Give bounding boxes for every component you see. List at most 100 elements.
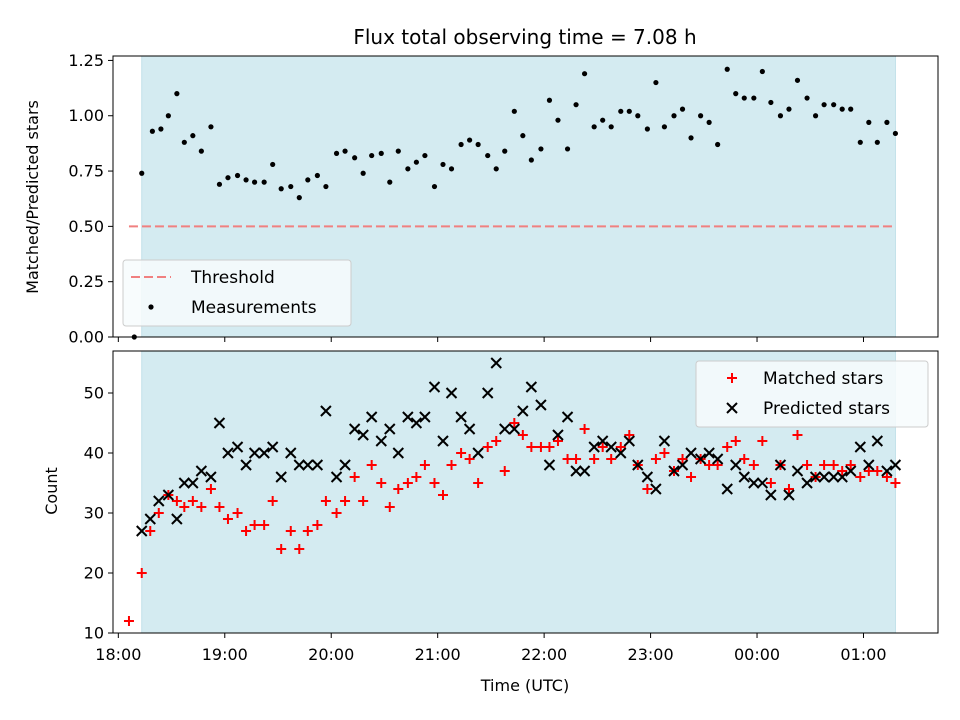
data-point xyxy=(502,148,508,154)
data-point xyxy=(174,91,180,97)
data-point xyxy=(508,423,521,435)
data-point xyxy=(499,466,510,476)
legend-box xyxy=(695,360,929,428)
data-point xyxy=(445,387,458,399)
data-point xyxy=(213,417,226,429)
data-point xyxy=(339,459,351,471)
data-point xyxy=(721,483,733,495)
data-point xyxy=(786,106,792,112)
data-point xyxy=(232,508,243,518)
data-point xyxy=(884,119,890,125)
data-point xyxy=(837,466,848,476)
data-point xyxy=(578,465,591,477)
data-point xyxy=(890,478,901,488)
data-point xyxy=(276,544,287,554)
data-point xyxy=(827,471,840,483)
data-point xyxy=(520,133,526,139)
data-point xyxy=(243,177,249,183)
y-tick-label: 10 xyxy=(84,624,104,643)
data-point xyxy=(644,126,650,132)
x-tick-label: 19:00 xyxy=(202,645,248,664)
y-tick-label: 50 xyxy=(84,384,104,403)
data-point xyxy=(352,155,358,161)
data-point xyxy=(855,472,866,482)
data-point xyxy=(312,520,323,530)
data-point xyxy=(413,159,419,165)
data-point xyxy=(703,447,715,459)
data-point xyxy=(730,459,742,471)
data-point xyxy=(330,471,343,483)
data-point xyxy=(402,478,413,488)
data-point xyxy=(777,113,784,119)
data-point xyxy=(248,447,261,459)
data-point xyxy=(438,490,448,500)
series-measurements xyxy=(131,66,899,340)
data-point xyxy=(429,478,440,488)
data-point xyxy=(369,152,375,159)
data-point xyxy=(857,139,863,145)
data-point xyxy=(872,466,883,476)
data-point xyxy=(546,97,553,103)
data-point xyxy=(431,183,438,190)
data-point xyxy=(153,495,165,507)
data-point xyxy=(791,465,804,477)
x-tick-label: 00:00 xyxy=(734,645,780,664)
data-point xyxy=(440,161,446,168)
data-point xyxy=(293,459,305,471)
data-point xyxy=(190,133,196,139)
data-point xyxy=(712,460,723,470)
data-point xyxy=(249,520,260,530)
data-point xyxy=(818,471,830,483)
data-point xyxy=(517,405,529,417)
data-point xyxy=(384,423,396,435)
data-point xyxy=(314,172,320,179)
bottom-y-axis-label: Count xyxy=(42,467,61,515)
data-point xyxy=(475,141,481,148)
data-point xyxy=(234,172,241,179)
x-tick-label: 18:00 xyxy=(95,645,141,664)
data-point xyxy=(428,381,441,393)
data-point xyxy=(311,459,324,471)
data-point xyxy=(706,119,712,125)
data-point xyxy=(493,166,499,172)
data-point xyxy=(266,441,279,453)
data-point xyxy=(632,459,644,471)
y-tick-label: 0.25 xyxy=(68,272,104,291)
y-tick-label: 0.50 xyxy=(68,217,104,236)
data-point xyxy=(472,447,484,459)
data-point xyxy=(251,179,258,185)
data-point xyxy=(333,150,340,156)
data-point xyxy=(136,568,147,578)
data-point xyxy=(139,170,145,176)
data-point xyxy=(410,417,423,429)
data-point xyxy=(600,117,606,123)
data-point xyxy=(626,108,632,114)
y-tick-label: 0.75 xyxy=(68,162,104,181)
data-point xyxy=(836,471,848,483)
data-point xyxy=(455,411,467,423)
legend-label-threshold: Threshold xyxy=(190,268,275,288)
data-point xyxy=(422,152,428,159)
legend-predicted-swatch xyxy=(726,402,738,414)
data-point xyxy=(739,454,750,464)
data-point xyxy=(679,106,686,112)
data-point xyxy=(562,454,573,464)
data-point xyxy=(552,436,563,446)
data-point xyxy=(458,141,464,148)
data-point xyxy=(704,460,715,470)
data-point xyxy=(511,108,517,114)
data-point xyxy=(358,496,369,506)
data-point xyxy=(765,478,776,488)
data-point xyxy=(676,459,689,471)
data-point xyxy=(275,471,287,483)
data-point xyxy=(658,435,671,447)
data-point xyxy=(581,71,588,77)
data-point xyxy=(698,113,704,119)
data-point xyxy=(597,442,608,452)
data-point xyxy=(768,99,774,106)
data-point xyxy=(195,465,208,477)
data-point xyxy=(153,508,164,518)
data-point xyxy=(419,411,431,423)
data-point xyxy=(482,387,494,399)
data-point xyxy=(448,166,455,172)
